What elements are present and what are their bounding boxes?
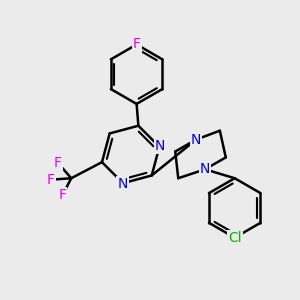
Text: F: F xyxy=(58,188,66,203)
Text: Cl: Cl xyxy=(228,231,242,245)
Text: N: N xyxy=(117,177,128,191)
Text: N: N xyxy=(191,133,201,147)
Text: F: F xyxy=(133,38,141,52)
Text: N: N xyxy=(155,139,166,153)
Text: F: F xyxy=(46,173,54,187)
Text: F: F xyxy=(54,156,62,170)
Text: N: N xyxy=(200,162,210,176)
